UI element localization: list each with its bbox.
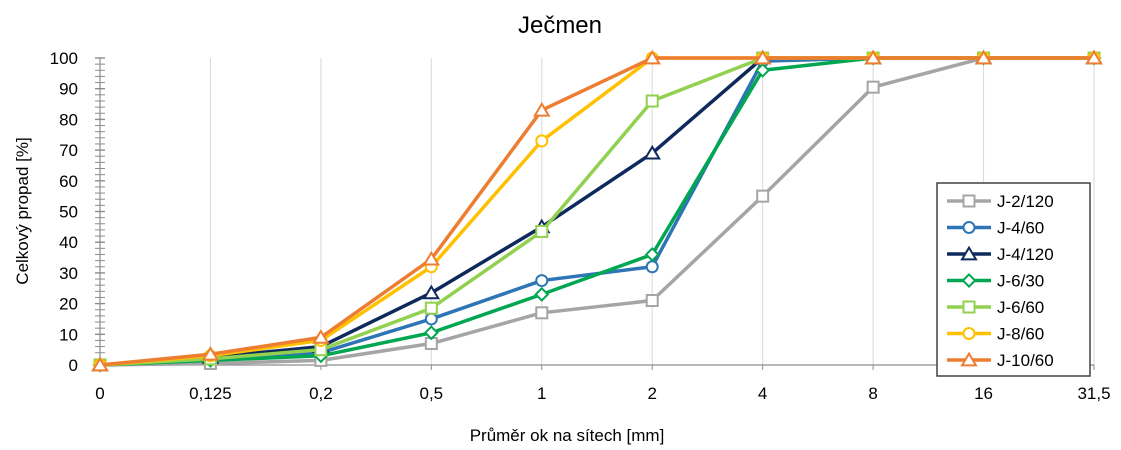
y-tick-label: 0 [69, 356, 78, 375]
data-point [422, 250, 441, 266]
data-point [974, 49, 993, 65]
data-point [645, 260, 659, 274]
legend-label: J-2/120 [997, 192, 1054, 211]
y-tick-label: 90 [59, 80, 78, 99]
legend-label: J-10/60 [997, 351, 1054, 370]
y-tick-label: 80 [59, 110, 78, 129]
y-tick-label: 40 [59, 233, 78, 252]
data-point [1085, 49, 1103, 65]
data-point [645, 94, 659, 108]
series-line [99, 56, 1094, 367]
y-tick-label: 20 [59, 295, 78, 314]
data-point [422, 284, 441, 300]
y-tick-label: 60 [59, 172, 78, 191]
data-point [533, 101, 551, 117]
legend-swatch-marker [962, 327, 976, 340]
data-point [91, 356, 109, 372]
legend-label: J-4/120 [997, 245, 1054, 264]
y-axis-label: Celkový propad [%] [13, 137, 32, 284]
series-layer [91, 49, 1103, 373]
data-point [424, 301, 438, 315]
axes: 0 10 20 30 40 50 60 70 80 90 100 0 0,125 0,2 0,5 1 2 4 8 16… [50, 49, 1111, 403]
x-tick-label: 0,125 [189, 384, 232, 403]
legend-label: J-6/30 [997, 272, 1044, 291]
y-tick-label: 50 [59, 203, 78, 222]
legend: J-2/120 J-4/60 J-4/120 J-6/30 J-6/60 J-8/60 J-… [936, 182, 1091, 377]
x-tick-label: 0,5 [420, 384, 444, 403]
x-tick-label: 31,5 [1077, 384, 1110, 403]
legend-swatch-marker [962, 221, 976, 234]
legend-swatch-marker [961, 273, 977, 288]
data-point [312, 329, 330, 344]
data-point [534, 286, 550, 302]
x-tick-label: 4 [758, 384, 767, 403]
data-point [643, 144, 661, 160]
data-point [645, 294, 659, 308]
x-tick-label: 0 [95, 384, 104, 403]
x-tick-label: 16 [974, 384, 993, 403]
legend-entry: J-6/60 [947, 298, 1044, 317]
data-point [423, 325, 439, 341]
legend-swatch-marker [962, 300, 976, 314]
data-point [535, 306, 549, 320]
data-point [864, 49, 882, 65]
series-line [99, 56, 1094, 367]
legend-swatch-marker [960, 351, 978, 367]
legend-entry: J-10/60 [947, 351, 1054, 370]
x-tick-label: 2 [647, 384, 656, 403]
y-tick-label: 100 [50, 49, 78, 68]
data-point [535, 274, 549, 288]
legend-swatch-marker [960, 245, 978, 261]
data-point [535, 224, 549, 238]
legend-entry: J-6/30 [947, 272, 1044, 291]
y-tick-label: 10 [59, 325, 78, 344]
data-point [201, 345, 220, 361]
legend-swatch-marker [962, 194, 976, 208]
legend-entry: J-4/120 [947, 245, 1054, 264]
data-point [643, 49, 661, 65]
legend-entry: J-2/120 [947, 192, 1054, 211]
y-tick-label: 30 [59, 264, 78, 283]
data-point [424, 312, 438, 326]
x-axis-label: Průměr ok na sítech [mm] [470, 426, 665, 445]
data-point [535, 134, 549, 148]
data-point [756, 189, 770, 203]
x-tick-label: 1 [537, 384, 546, 403]
data-point [644, 247, 660, 262]
x-tick-label: 0,2 [309, 384, 333, 403]
data-point [753, 49, 772, 65]
y-tick-label: 70 [59, 141, 78, 160]
x-tick-label: 8 [868, 384, 877, 403]
data-point [866, 80, 880, 94]
series [91, 49, 1103, 372]
legend-label: J-6/60 [997, 298, 1044, 317]
legend-entry: J-4/60 [947, 219, 1044, 238]
legend-entry: J-8/60 [947, 325, 1044, 344]
chart-title: Ječmen [518, 12, 602, 39]
data-point [755, 62, 771, 78]
legend-label: J-8/60 [997, 325, 1044, 344]
legend-label: J-4/60 [997, 219, 1044, 238]
